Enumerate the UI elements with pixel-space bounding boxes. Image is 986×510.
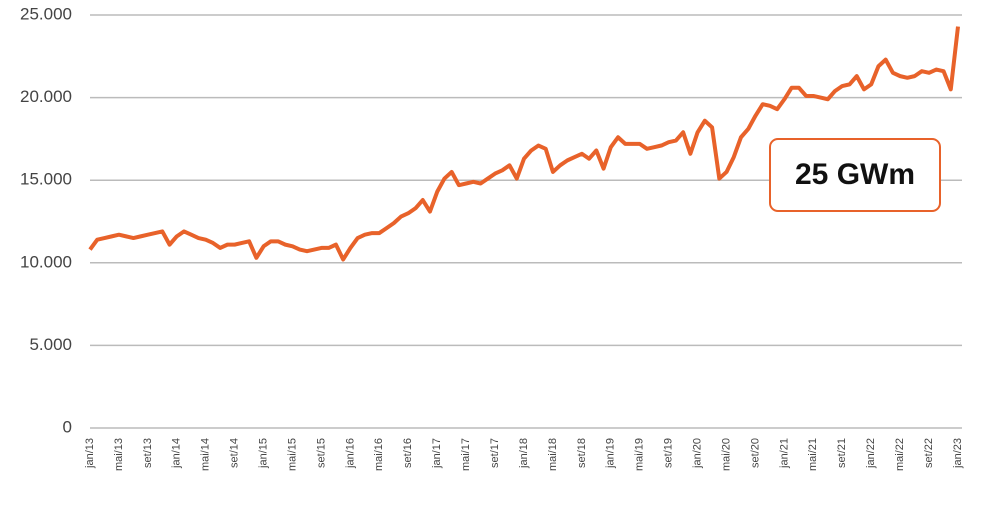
x-tick-label: mai/13 [113,438,125,471]
x-tick-label: set/18 [576,438,588,468]
x-tick-label: jan/20 [692,438,704,469]
x-tick-label: mai/15 [286,438,298,471]
x-tick-label: set/13 [142,438,154,468]
x-tick-label: jan/19 [605,438,617,469]
y-tick-label: 15.000 [20,170,72,189]
x-tick-label: set/17 [489,438,501,468]
x-tick-label: jan/17 [431,438,443,469]
x-tick-label: set/19 [663,438,675,468]
x-tick-label: jan/14 [171,438,183,469]
x-tick-label: jan/23 [952,438,964,469]
annotation: 25 GWm [795,158,915,191]
x-tick-label: jan/16 [344,438,356,469]
x-tick-label: mai/16 [373,438,385,471]
x-tick-label: jan/18 [518,438,530,469]
line [88,26,960,262]
x-tick-label: mai/17 [460,438,472,471]
x-tick-label: mai/20 [720,438,732,471]
annotation-box [769,138,941,212]
x-tick-label: set/22 [923,438,935,468]
x-tick-label: set/14 [229,438,241,468]
x-tick-label: mai/14 [200,438,212,471]
y-tick-label: 0 [63,417,72,436]
y-tick-label: 20.000 [20,87,72,106]
x-tick-label: mai/21 [807,438,819,471]
x-tick-label: jan/13 [84,438,96,469]
x-tick-label: set/21 [836,438,848,468]
x-tick-label: mai/19 [634,438,646,471]
x-tick-label: set/20 [749,438,761,468]
x-tick-label: mai/18 [547,438,559,471]
x-tick-label: mai/22 [894,438,906,471]
x-tick-label: jan/22 [865,438,877,469]
y-tick-label: 10.000 [20,252,72,271]
x-tick-label: jan/21 [778,438,790,469]
x-tick-label: set/16 [402,438,414,468]
y-tick-label: 5.000 [29,335,72,354]
x-tick-label: set/15 [315,438,327,468]
y-tick-label: 25.000 [20,4,72,23]
x-tick-label: jan/15 [258,438,270,469]
